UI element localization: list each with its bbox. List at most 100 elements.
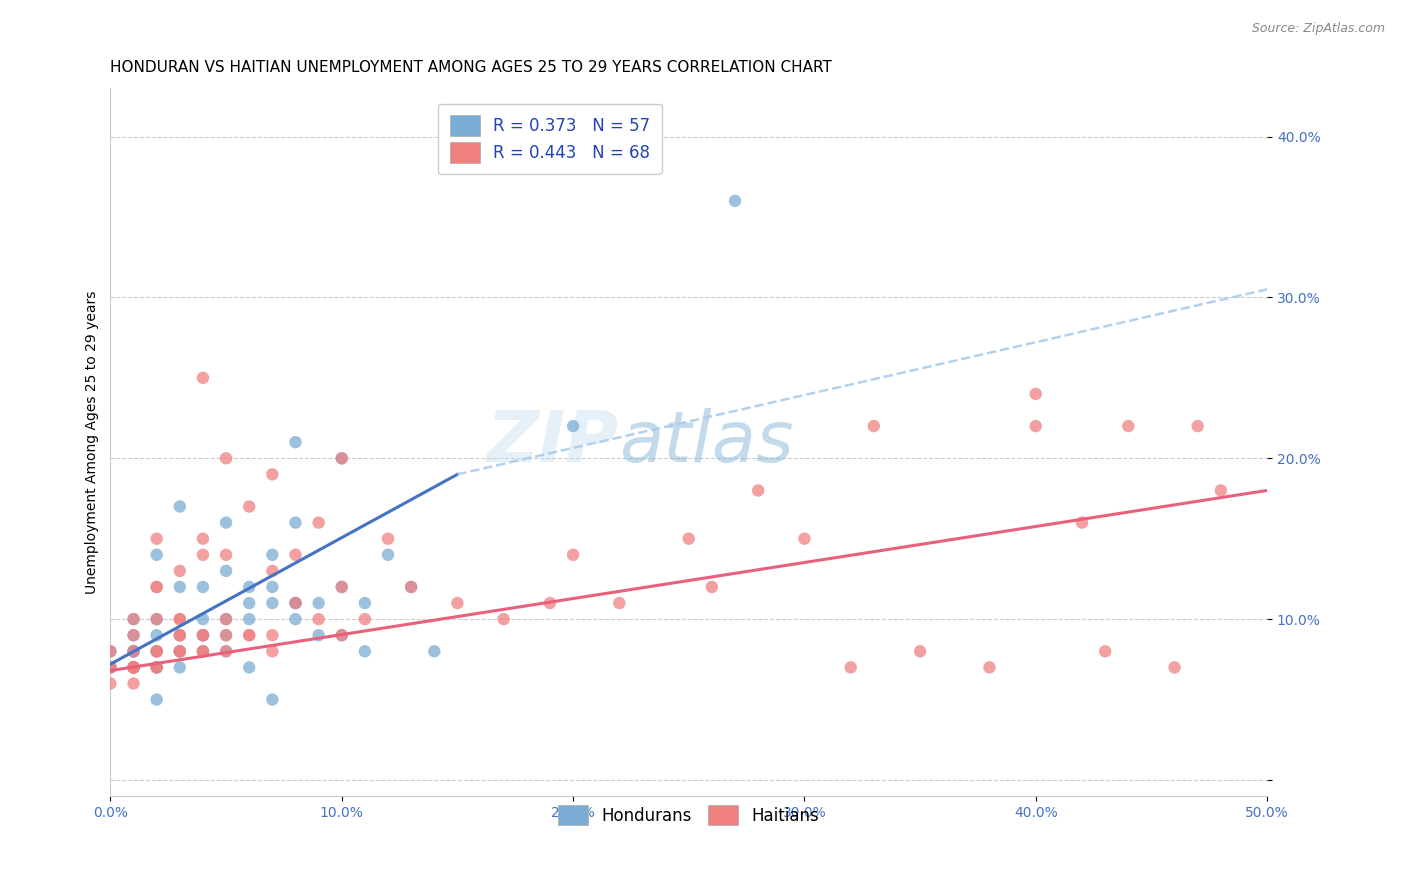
Point: [169, 644, 191, 658]
Point: [191, 644, 214, 658]
Point: [122, 660, 145, 674]
Point: [262, 596, 284, 610]
Point: [215, 451, 238, 466]
Point: [1071, 516, 1094, 530]
Point: [238, 500, 260, 514]
Point: [100, 644, 122, 658]
Point: [238, 628, 260, 642]
Point: [145, 660, 167, 674]
Point: [908, 644, 931, 658]
Text: HONDURAN VS HAITIAN UNEMPLOYMENT AMONG AGES 25 TO 29 YEARS CORRELATION CHART: HONDURAN VS HAITIAN UNEMPLOYMENT AMONG A…: [111, 60, 832, 75]
Point: [122, 660, 145, 674]
Point: [1187, 419, 1209, 434]
Point: [122, 644, 145, 658]
Point: [122, 660, 145, 674]
Point: [215, 516, 238, 530]
Point: [215, 564, 238, 578]
Point: [377, 548, 399, 562]
Point: [262, 644, 284, 658]
Point: [122, 644, 145, 658]
Point: [215, 612, 238, 626]
Point: [145, 692, 167, 706]
Point: [191, 612, 214, 626]
Point: [423, 644, 446, 658]
Point: [308, 628, 330, 642]
Point: [100, 676, 122, 690]
Point: [747, 483, 769, 498]
Point: [169, 644, 191, 658]
Point: [330, 628, 353, 642]
Point: [191, 644, 214, 658]
Point: [1025, 419, 1047, 434]
Point: [979, 660, 1001, 674]
Point: [1094, 644, 1116, 658]
Point: [100, 660, 122, 674]
Point: [330, 451, 353, 466]
Text: ZIP: ZIP: [486, 408, 620, 476]
Point: [169, 580, 191, 594]
Point: [169, 644, 191, 658]
Legend: Hondurans, Haitians: Hondurans, Haitians: [550, 797, 828, 834]
Point: [330, 628, 353, 642]
Point: [169, 564, 191, 578]
Point: [191, 548, 214, 562]
Point: [215, 644, 238, 658]
Point: [284, 596, 307, 610]
Point: [262, 692, 284, 706]
Point: [1163, 660, 1185, 674]
Point: [262, 564, 284, 578]
Point: [145, 612, 167, 626]
Point: [399, 580, 422, 594]
Point: [100, 660, 122, 674]
Point: [238, 628, 260, 642]
Point: [1116, 419, 1139, 434]
Point: [215, 628, 238, 642]
Point: [377, 532, 399, 546]
Point: [330, 451, 353, 466]
Point: [308, 612, 330, 626]
Point: [262, 580, 284, 594]
Point: [793, 532, 815, 546]
Point: [122, 628, 145, 642]
Point: [191, 371, 214, 385]
Point: [284, 596, 307, 610]
Point: [145, 660, 167, 674]
Point: [191, 532, 214, 546]
Point: [562, 419, 585, 434]
Point: [122, 676, 145, 690]
Point: [678, 532, 700, 546]
Point: [238, 596, 260, 610]
Point: [446, 596, 468, 610]
Point: [145, 644, 167, 658]
Point: [122, 612, 145, 626]
Point: [262, 467, 284, 482]
Point: [308, 516, 330, 530]
Point: [122, 644, 145, 658]
Point: [538, 596, 561, 610]
Point: [354, 644, 377, 658]
Point: [215, 548, 238, 562]
Point: [492, 612, 515, 626]
Point: [1209, 483, 1232, 498]
Point: [122, 628, 145, 642]
Text: atlas: atlas: [620, 408, 794, 476]
Point: [122, 644, 145, 658]
Point: [169, 500, 191, 514]
Point: [145, 532, 167, 546]
Point: [145, 644, 167, 658]
Point: [145, 660, 167, 674]
Point: [354, 596, 377, 610]
Point: [284, 516, 307, 530]
Point: [215, 612, 238, 626]
Point: [399, 580, 422, 594]
Point: [145, 580, 167, 594]
Point: [284, 435, 307, 450]
Point: [330, 580, 353, 594]
Point: [700, 580, 723, 594]
Point: [100, 644, 122, 658]
Point: [122, 612, 145, 626]
Point: [1025, 387, 1047, 401]
Point: [191, 580, 214, 594]
Point: [354, 612, 377, 626]
Point: [145, 548, 167, 562]
